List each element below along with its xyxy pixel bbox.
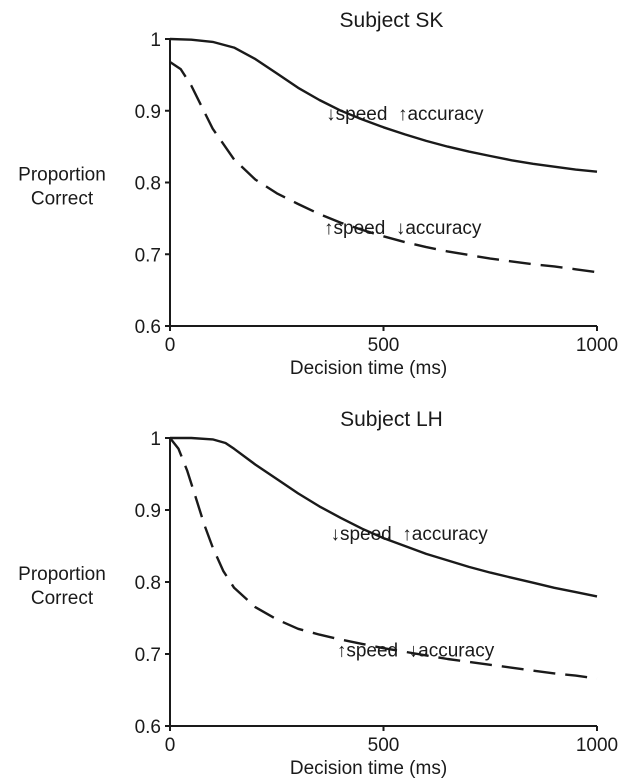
x-tick-label: 1000 <box>576 335 618 356</box>
annotation-label: ↓speed ↑accuracy <box>330 524 488 545</box>
annotation-label: ↓speed ↑accuracy <box>326 104 484 125</box>
y-tick-label: 0.7 <box>135 645 161 666</box>
x-tick-label: 0 <box>165 735 176 756</box>
y-tick-label: 0.8 <box>135 573 161 594</box>
series-line-dashed <box>169 437 598 680</box>
x-tick-label: 500 <box>368 735 400 756</box>
x-axis-label: Decision time (ms) <box>290 358 447 379</box>
y-tick-label: 0.6 <box>135 717 161 738</box>
series-line-solid <box>170 436 598 598</box>
annotation-label: ↑speed ↓accuracy <box>324 218 482 239</box>
y-axis-label: Proportion Correct <box>18 564 106 609</box>
chart-title: Subject LH <box>340 408 443 431</box>
y-tick-label: 0.9 <box>135 102 161 123</box>
chart-panel-subject-sk: Subject SK 0.6 0.7 0.8 0.9 1 0 500 1000 Decision … <box>18 9 618 379</box>
y-axis-label: Proportion Correct <box>18 165 106 210</box>
chart-panel-subject-lh: Subject LH 0.6 0.7 0.8 0.9 1 0 500 1000 Decision … <box>18 408 618 779</box>
x-tick-label: 1000 <box>576 735 618 756</box>
y-tick-label: 0.9 <box>135 501 161 522</box>
annotation-label: ↑speed ↓accuracy <box>337 641 495 662</box>
y-tick-label: 0.7 <box>135 245 161 266</box>
x-tick-label: 500 <box>368 335 400 356</box>
y-tick-label: 1 <box>150 429 161 450</box>
chart-title: Subject SK <box>340 9 444 32</box>
y-tick-label: 0.6 <box>135 317 161 338</box>
series-line-dashed <box>169 61 598 274</box>
series-line-solid <box>169 37 598 173</box>
y-tick-label: 0.8 <box>135 174 161 195</box>
x-axis-label: Decision time (ms) <box>290 758 447 779</box>
y-tick-label: 1 <box>150 30 161 51</box>
x-tick-label: 0 <box>165 335 176 356</box>
